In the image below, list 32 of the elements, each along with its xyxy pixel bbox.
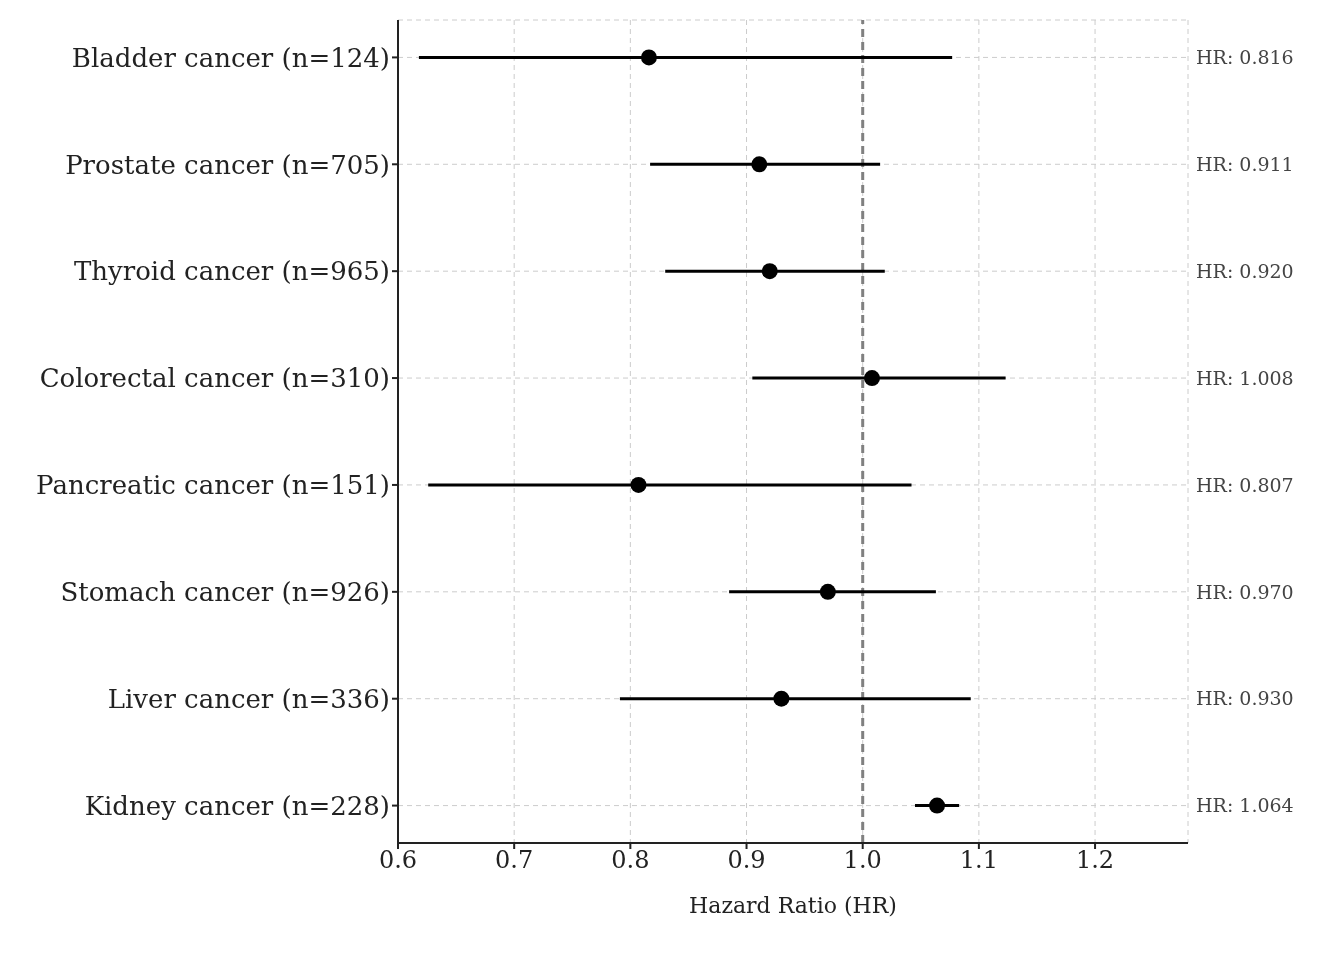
y-tick-label: Liver cancer (n=336) xyxy=(107,683,390,714)
y-tick-label: Kidney cancer (n=228) xyxy=(84,790,390,821)
y-tick-label: Colorectal cancer (n=310) xyxy=(39,363,390,394)
point xyxy=(864,370,880,387)
data-label: HR: 0.920 xyxy=(1196,259,1294,282)
x-tick-label: 1.2 xyxy=(1075,846,1115,875)
x-tick-label: 1.0 xyxy=(843,846,882,875)
y-tick-label: Stomach cancer (n=926) xyxy=(60,577,390,608)
data-label: HR: 0.816 xyxy=(1196,46,1294,69)
point xyxy=(819,583,836,600)
point xyxy=(640,49,657,66)
data-label: HR: 0.930 xyxy=(1196,687,1294,710)
x-tick-label: 0.8 xyxy=(611,846,650,875)
point xyxy=(761,263,778,280)
x-tick-label: 0.7 xyxy=(495,846,534,875)
y-tick-label: Pancreatic cancer (n=151) xyxy=(36,470,390,501)
x-tick-label: 0.6 xyxy=(378,846,418,875)
point xyxy=(929,797,946,814)
x-tick-label: 1.1 xyxy=(959,846,998,875)
point xyxy=(751,156,768,173)
y-tick-label: Bladder cancer (n=124) xyxy=(71,42,390,73)
y-tick-label: Prostate cancer (n=705) xyxy=(65,149,390,180)
point xyxy=(773,690,790,707)
point xyxy=(630,476,647,493)
data-label: HR: 1.008 xyxy=(1196,366,1294,389)
data-label: HR: 0.807 xyxy=(1196,473,1294,496)
data-label: HR: 1.064 xyxy=(1196,794,1294,817)
data-label: HR: 0.911 xyxy=(1196,153,1294,176)
x-axis-title: Hazard Ratio (HR) xyxy=(689,893,897,918)
y-tick-label: Thyroid cancer (n=965) xyxy=(74,256,390,287)
data-label: HR: 0.970 xyxy=(1196,580,1294,603)
x-tick-label: 0.9 xyxy=(727,846,766,875)
